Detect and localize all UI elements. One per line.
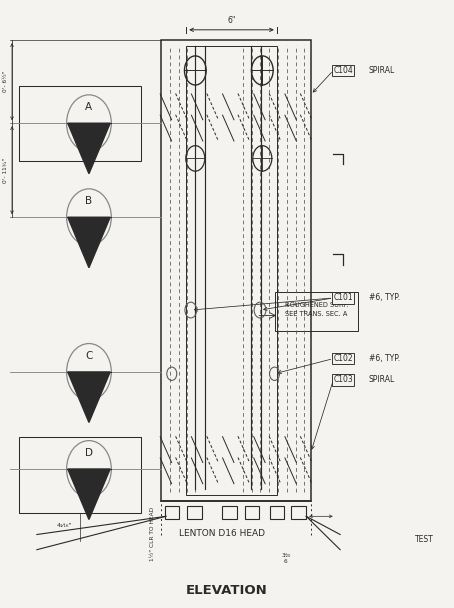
Text: A: A [85,103,93,112]
Polygon shape [68,217,110,268]
Text: C103: C103 [333,375,353,384]
Text: TEST: TEST [415,535,433,544]
Text: 1½" CLR TO HEAD: 1½" CLR TO HEAD [150,507,155,561]
Text: 0'- 11¾": 0'- 11¾" [3,157,8,183]
Text: ROUGHENED SURF.
SEE TRANS. SEC. A: ROUGHENED SURF. SEE TRANS. SEC. A [285,302,348,317]
Text: 6": 6" [227,16,236,25]
Text: C101: C101 [333,294,353,302]
FancyBboxPatch shape [164,506,179,519]
Polygon shape [68,372,110,423]
FancyBboxPatch shape [291,506,306,519]
FancyBboxPatch shape [187,506,202,519]
Text: #6, TYP.: #6, TYP. [369,294,400,302]
Text: SPIRAL: SPIRAL [369,66,395,75]
FancyBboxPatch shape [245,506,259,519]
Text: #6, TYP.: #6, TYP. [369,354,400,363]
Text: 9: 9 [86,225,92,235]
Text: D: D [85,448,93,458]
Text: LENTON D16 HEAD: LENTON D16 HEAD [179,529,266,538]
Text: C104: C104 [333,66,353,75]
Polygon shape [68,123,110,174]
Text: 3⁄₂₀
6: 3⁄₂₀ 6 [281,553,291,564]
Text: 0'- 6½": 0'- 6½" [3,71,8,92]
FancyBboxPatch shape [222,506,237,519]
Text: B: B [85,196,93,207]
FancyBboxPatch shape [270,506,284,519]
Text: 9: 9 [86,379,92,390]
Polygon shape [68,469,110,519]
Text: C: C [85,351,93,361]
Text: SPIRAL: SPIRAL [369,375,395,384]
Text: 9: 9 [86,477,92,486]
Text: ELEVATION: ELEVATION [186,584,268,597]
Text: 9: 9 [86,131,92,141]
Text: C102: C102 [333,354,353,363]
Text: 4₁⁄₁₆": 4₁⁄₁₆" [56,523,72,528]
